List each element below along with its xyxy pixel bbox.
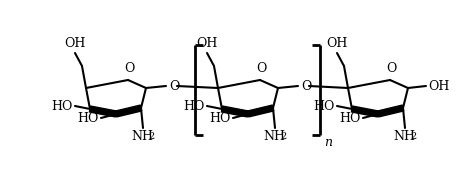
Text: NH: NH	[131, 130, 153, 143]
Text: OH: OH	[64, 37, 86, 50]
Text: NH: NH	[263, 130, 285, 143]
Text: HO: HO	[210, 111, 231, 124]
Text: O: O	[169, 80, 179, 92]
Text: O: O	[386, 62, 396, 75]
Text: HO: HO	[314, 99, 335, 112]
Text: HO: HO	[78, 111, 99, 124]
Text: OH: OH	[196, 37, 218, 50]
Text: OH: OH	[428, 80, 449, 92]
Polygon shape	[90, 106, 117, 117]
Text: O: O	[301, 80, 311, 92]
Polygon shape	[115, 105, 142, 117]
Text: 2: 2	[281, 132, 287, 141]
Text: 2: 2	[411, 132, 417, 141]
Text: O: O	[256, 62, 266, 75]
Text: HO: HO	[183, 99, 205, 112]
Text: O: O	[124, 62, 134, 75]
Text: NH: NH	[393, 130, 415, 143]
Text: n: n	[324, 136, 332, 149]
Polygon shape	[221, 106, 248, 117]
Polygon shape	[247, 105, 273, 117]
Polygon shape	[351, 106, 379, 117]
Text: OH: OH	[326, 37, 348, 50]
Text: HO: HO	[340, 111, 361, 124]
Polygon shape	[377, 105, 404, 117]
Text: HO: HO	[52, 99, 73, 112]
Text: 2: 2	[149, 132, 155, 141]
